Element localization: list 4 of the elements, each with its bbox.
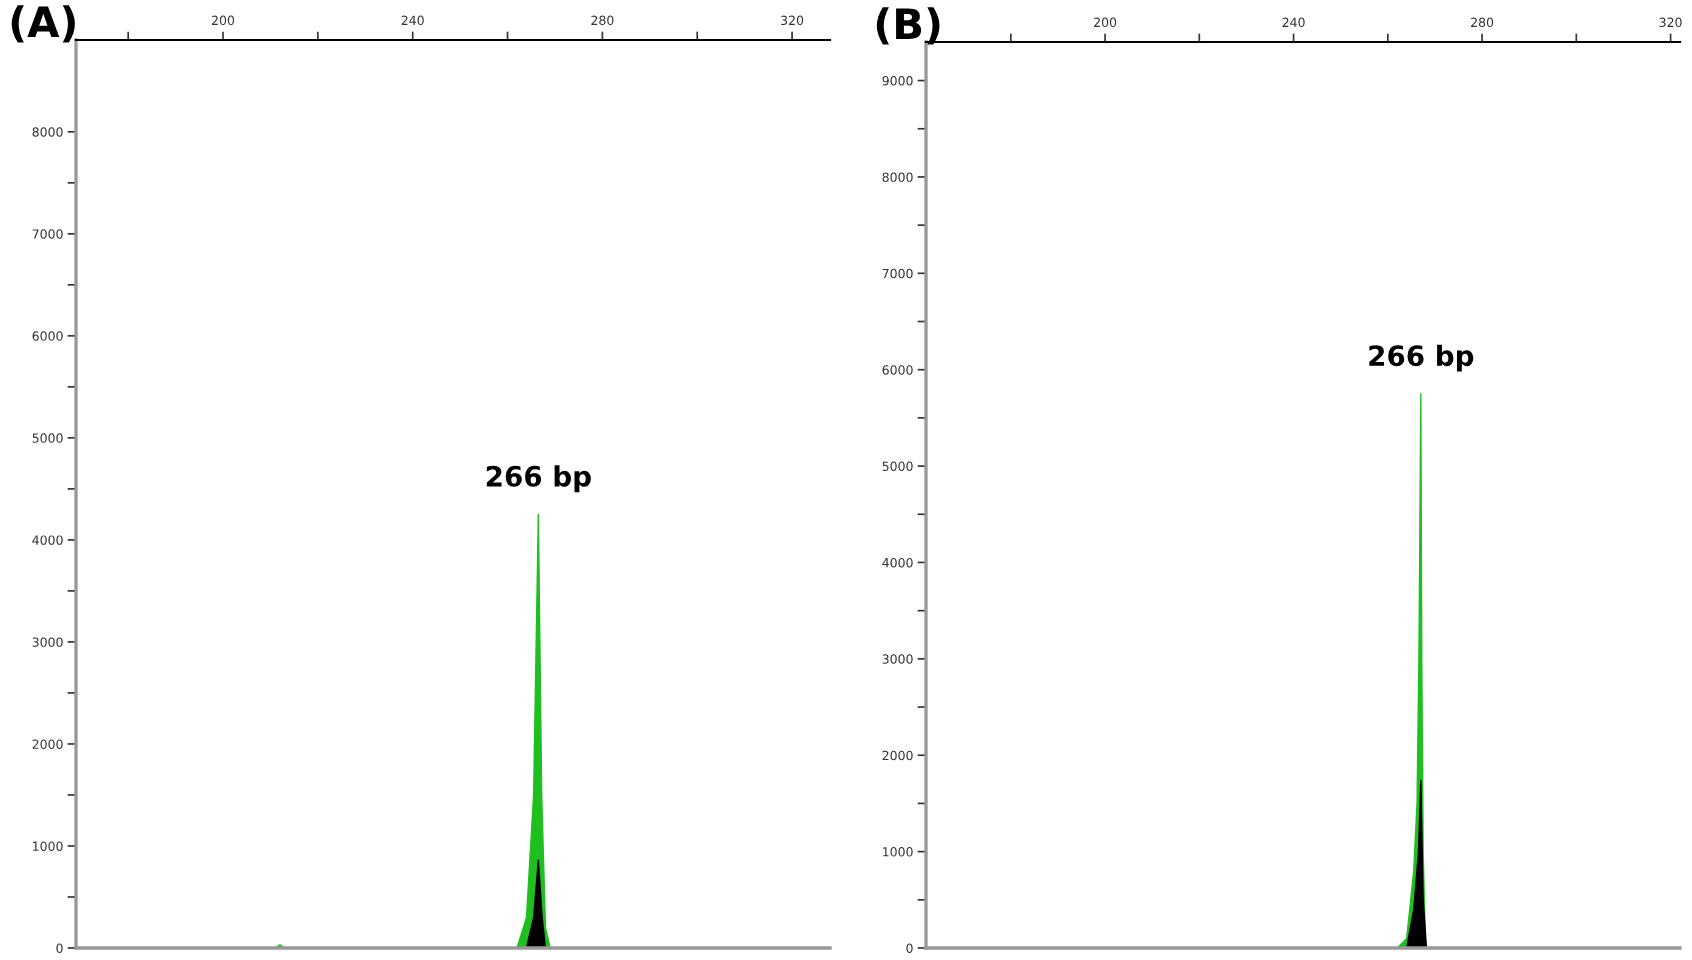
annotation: 266 bp (486, 465, 591, 493)
chart-title: (B) (876, 7, 940, 45)
chart-title: (A) (11, 5, 75, 43)
annotation: 266 bp (1369, 344, 1474, 372)
